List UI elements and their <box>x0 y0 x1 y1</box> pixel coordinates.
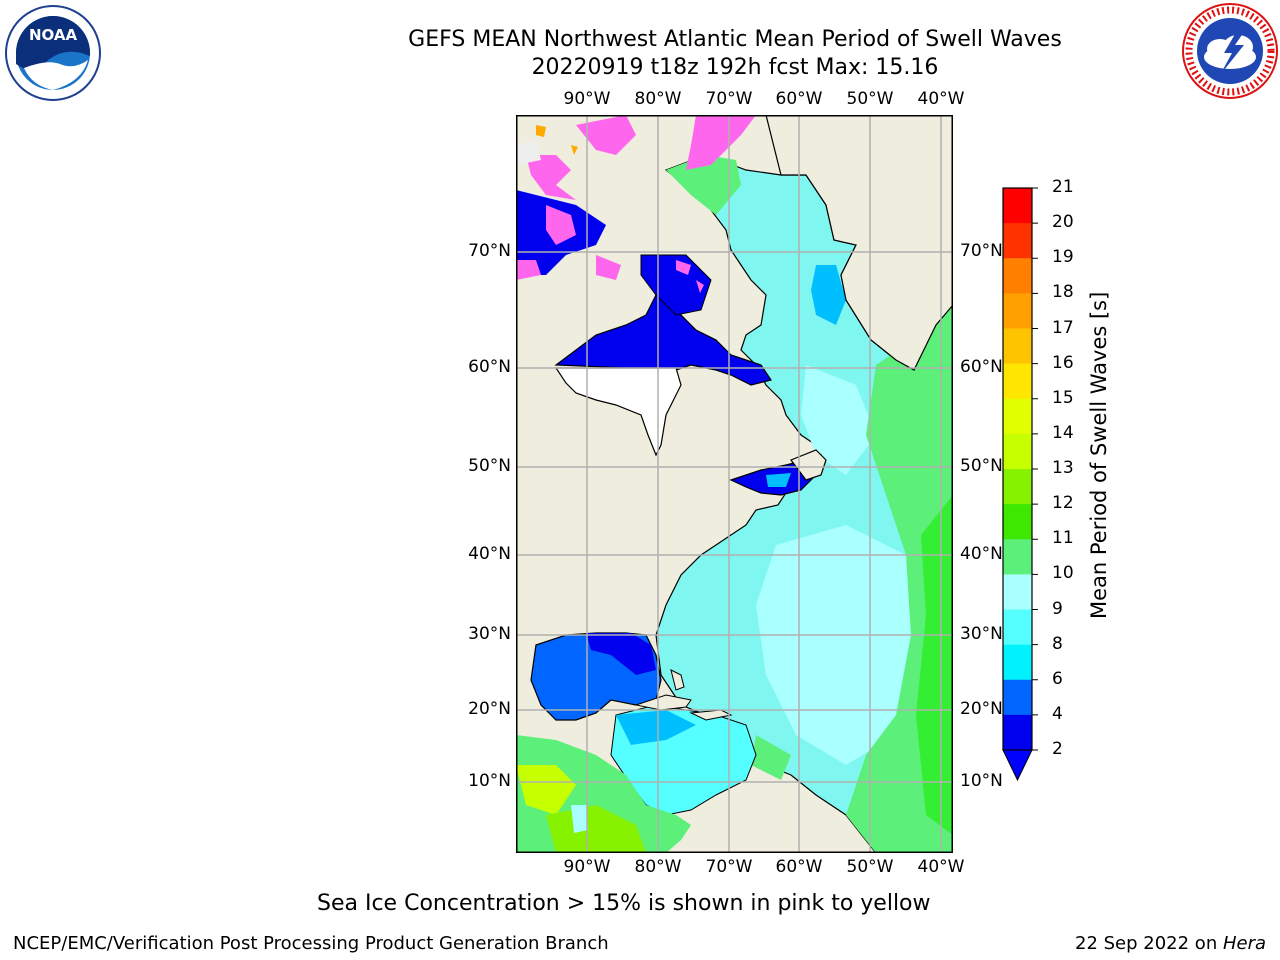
colorbar-tick-label: 12 <box>1052 493 1074 514</box>
noaa-logo-text: NOAA <box>29 26 78 44</box>
nws-logo <box>1182 3 1278 99</box>
colorbar-segment <box>1003 574 1032 610</box>
colorbar-tick-label: 13 <box>1052 458 1074 478</box>
colorbar-tick-label: 10 <box>1052 563 1074 584</box>
lon-tick-bottom: 60°W <box>775 857 823 877</box>
colorbar-tick-label: 14 <box>1052 422 1074 443</box>
lon-tick-bottom: 90°W <box>563 857 611 877</box>
greenland <box>765 115 953 371</box>
footer-host: Hera <box>1222 933 1266 954</box>
lon-tick-top: 40°W <box>917 89 965 109</box>
lon-tick-top: 80°W <box>634 89 682 109</box>
lat-tick-right: 40°N <box>960 544 1003 564</box>
lon-tick-bottom: 40°W <box>917 857 965 877</box>
colorbar-segment <box>1003 539 1032 575</box>
colorbar-segment <box>1003 293 1032 329</box>
colorbar-tick-label: 18 <box>1052 282 1074 303</box>
colorbar-tick-label: 15 <box>1052 387 1074 408</box>
colorbar-tick-label: 19 <box>1052 247 1074 268</box>
lat-tick-right: 60°N <box>960 357 1003 377</box>
colorbar-segment <box>1003 328 1032 365</box>
lat-tick-left: 30°N <box>468 624 511 644</box>
colorbar-tick-label: 21 <box>1052 177 1074 197</box>
lat-tick-right: 10°N <box>960 771 1003 791</box>
sea-ice-note: Sea Ice Concentration > 15% is shown in … <box>317 891 931 916</box>
colorbar-segment <box>1003 504 1032 540</box>
graticule <box>516 115 953 853</box>
lat-tick-left: 50°N <box>468 456 511 476</box>
colorbar-segment <box>1003 679 1032 716</box>
colorbar-tick-label: 9 <box>1052 598 1063 619</box>
map-panel <box>516 115 953 853</box>
lon-tick-bottom: 50°W <box>846 857 894 877</box>
colorbar-segment <box>1003 258 1032 294</box>
lon-tick-top: 70°W <box>705 89 753 109</box>
noaa-logo: NOAA <box>5 5 101 101</box>
footer-date-text: 22 Sep 2022 on <box>1075 933 1223 954</box>
colorbar-segment <box>1003 644 1032 681</box>
footer-credit: NCEP/EMC/Verification Post Processing Pr… <box>13 933 609 954</box>
colorbar-tick-label: 4 <box>1052 703 1063 724</box>
lat-tick-right: 70°N <box>960 241 1003 261</box>
colorbar-tick-label: 11 <box>1052 528 1074 549</box>
chart-title-line2: 20220919 t18z 192h fcst Max: 15.16 <box>531 55 939 80</box>
chart-title-line1: GEFS MEAN Northwest Atlantic Mean Period… <box>408 27 1062 52</box>
colorbar-title: Mean Period of Swell Waves [s] <box>1087 291 1111 619</box>
colorbar-segment <box>1003 398 1032 435</box>
lat-tick-left: 60°N <box>468 357 511 377</box>
colorbar-tick-label: 6 <box>1052 668 1063 689</box>
colorbar-segment <box>1003 609 1032 646</box>
lat-tick-left: 70°N <box>468 241 511 261</box>
colorbar-segment <box>1003 188 1032 224</box>
lat-tick-right: 50°N <box>960 456 1003 476</box>
lat-tick-right: 30°N <box>960 624 1003 644</box>
lon-tick-top: 90°W <box>563 89 611 109</box>
colorbar <box>1002 187 1038 782</box>
colorbar-tick-label: 17 <box>1052 317 1074 338</box>
colorbar-tick-label: 2 <box>1052 739 1063 759</box>
colorbar-segment <box>1003 363 1032 400</box>
footer-date: 22 Sep 2022 on Hera <box>1075 933 1266 954</box>
lon-tick-bottom: 70°W <box>705 857 753 877</box>
colorbar-segment <box>1003 714 1032 751</box>
lon-tick-top: 60°W <box>775 89 823 109</box>
lat-tick-left: 20°N <box>468 699 511 719</box>
colorbar-segment <box>1003 433 1032 470</box>
colorbar-tick-label: 16 <box>1052 352 1074 373</box>
lon-tick-bottom: 80°W <box>634 857 682 877</box>
colorbar-segment <box>1003 469 1032 505</box>
lat-tick-right: 20°N <box>960 699 1003 719</box>
colorbar-tick-label: 8 <box>1052 633 1063 654</box>
colorbar-under-arrow <box>1002 749 1033 782</box>
lat-tick-left: 40°N <box>468 544 511 564</box>
hudson-bay <box>554 289 772 386</box>
lat-tick-left: 10°N <box>468 771 511 791</box>
colorbar-segment <box>1003 223 1032 259</box>
lon-tick-top: 50°W <box>846 89 894 109</box>
colorbar-tick-label: 20 <box>1052 212 1074 233</box>
